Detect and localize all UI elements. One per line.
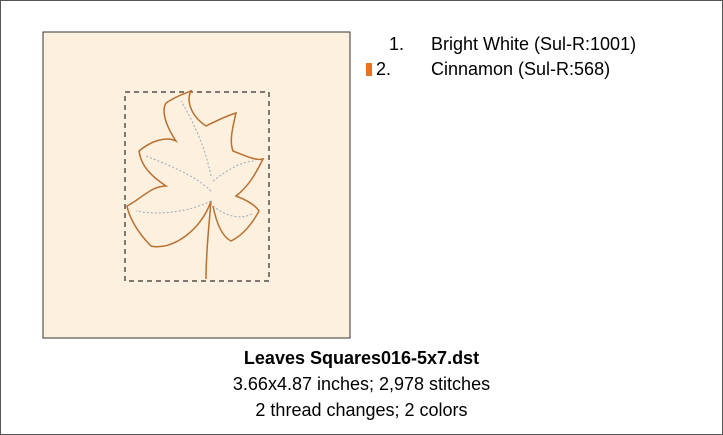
design-bounds — [124, 91, 270, 282]
filename: Leaves Squares016-5x7.dst — [243, 348, 480, 368]
thread-number: 1. — [389, 34, 405, 54]
design-size: 3.66x4.87 inches; 2,978 stitches — [232, 374, 491, 394]
design-colors: 2 thread changes; 2 colors — [255, 400, 468, 420]
active-thread-marker — [366, 63, 372, 76]
thread-number: 2. — [376, 59, 392, 79]
leaf-veins — [135, 100, 257, 218]
leaf-outline — [126, 89, 265, 280]
thread-name: Cinnamon (Sul-R:568) — [431, 59, 611, 79]
thread-name: Bright White (Sul-R:1001) — [431, 34, 637, 54]
hoop — [42, 31, 351, 339]
